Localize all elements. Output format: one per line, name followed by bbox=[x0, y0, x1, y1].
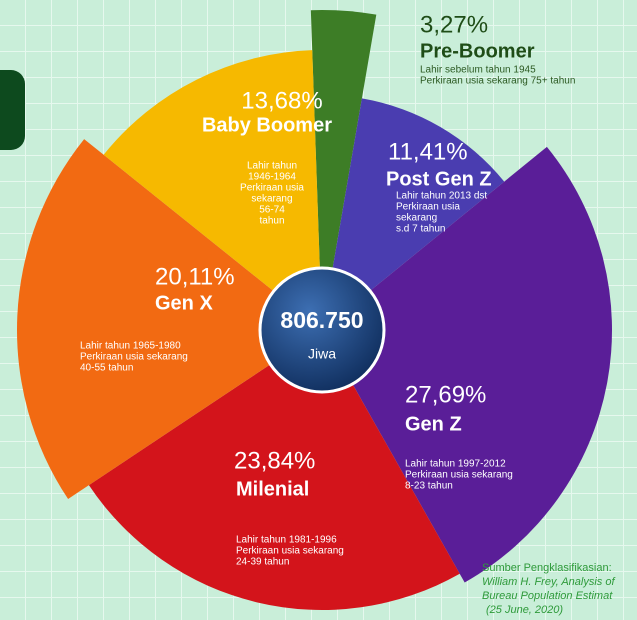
category-label: Gen Z bbox=[405, 413, 462, 435]
category-label: Post Gen Z bbox=[386, 168, 492, 190]
wedge bbox=[322, 98, 505, 330]
wedge bbox=[88, 330, 460, 610]
source-text: (25 June, 2020) bbox=[486, 604, 563, 616]
category-label: Pre-Boomer bbox=[420, 40, 535, 62]
value-label: 27,69% bbox=[405, 381, 486, 408]
description: Perkiraan usia sekarang bbox=[80, 352, 188, 363]
wedge bbox=[17, 139, 322, 499]
value-label: 23,84% bbox=[234, 447, 315, 474]
center-circle bbox=[258, 266, 386, 394]
description: 1946-1964 bbox=[248, 172, 296, 183]
description: 40-55 tahun bbox=[80, 363, 133, 374]
category-label: Baby Boomer bbox=[202, 114, 332, 136]
wedge bbox=[322, 146, 612, 583]
description: s.d 7 tahun bbox=[396, 224, 445, 235]
value-label: 11,41% bbox=[388, 138, 468, 165]
side-tab bbox=[0, 70, 25, 150]
wedge bbox=[103, 50, 323, 331]
description: sekarang bbox=[396, 213, 437, 224]
source-text: William H. Frey, Analysis of bbox=[482, 576, 615, 588]
wedge bbox=[310, 10, 377, 330]
description: tahun bbox=[259, 216, 284, 227]
description: Lahir tahun 1997-2012 bbox=[405, 459, 506, 470]
category-label: Milenial bbox=[236, 478, 309, 500]
value-label: 20,11% bbox=[155, 263, 235, 290]
center-label: Jiwa bbox=[308, 346, 336, 362]
description: Lahir tahun bbox=[247, 161, 297, 172]
description: Lahir tahun 2013 dst bbox=[396, 191, 487, 202]
description: Perkiraan usia sekarang bbox=[236, 546, 344, 557]
description: 8-23 tahun bbox=[405, 481, 453, 492]
value-label: 3,27% bbox=[420, 11, 488, 38]
description: Lahir sebelum tahun 1945 bbox=[420, 65, 536, 76]
description: 56-74 bbox=[259, 205, 285, 216]
description: Perkiraan usia bbox=[240, 183, 304, 194]
description: Perkiraan usia sekarang bbox=[405, 470, 513, 481]
value-label: 13,68% bbox=[241, 87, 322, 114]
description: Perkiraan usia sekarang 75+ tahun bbox=[420, 76, 575, 87]
center-value: 806.750 bbox=[280, 307, 363, 333]
source-text: Bureau Population Estimat bbox=[482, 590, 613, 602]
description: 24-39 tahun bbox=[236, 557, 289, 568]
category-label: Gen X bbox=[155, 292, 213, 314]
description: Lahir tahun 1965-1980 bbox=[80, 341, 181, 352]
description: Perkiraan usia bbox=[396, 202, 460, 213]
source-text: Sumber Pengklasifikasian: bbox=[482, 562, 612, 574]
description: sekarang bbox=[251, 194, 292, 205]
description: Lahir tahun 1981-1996 bbox=[236, 535, 337, 546]
